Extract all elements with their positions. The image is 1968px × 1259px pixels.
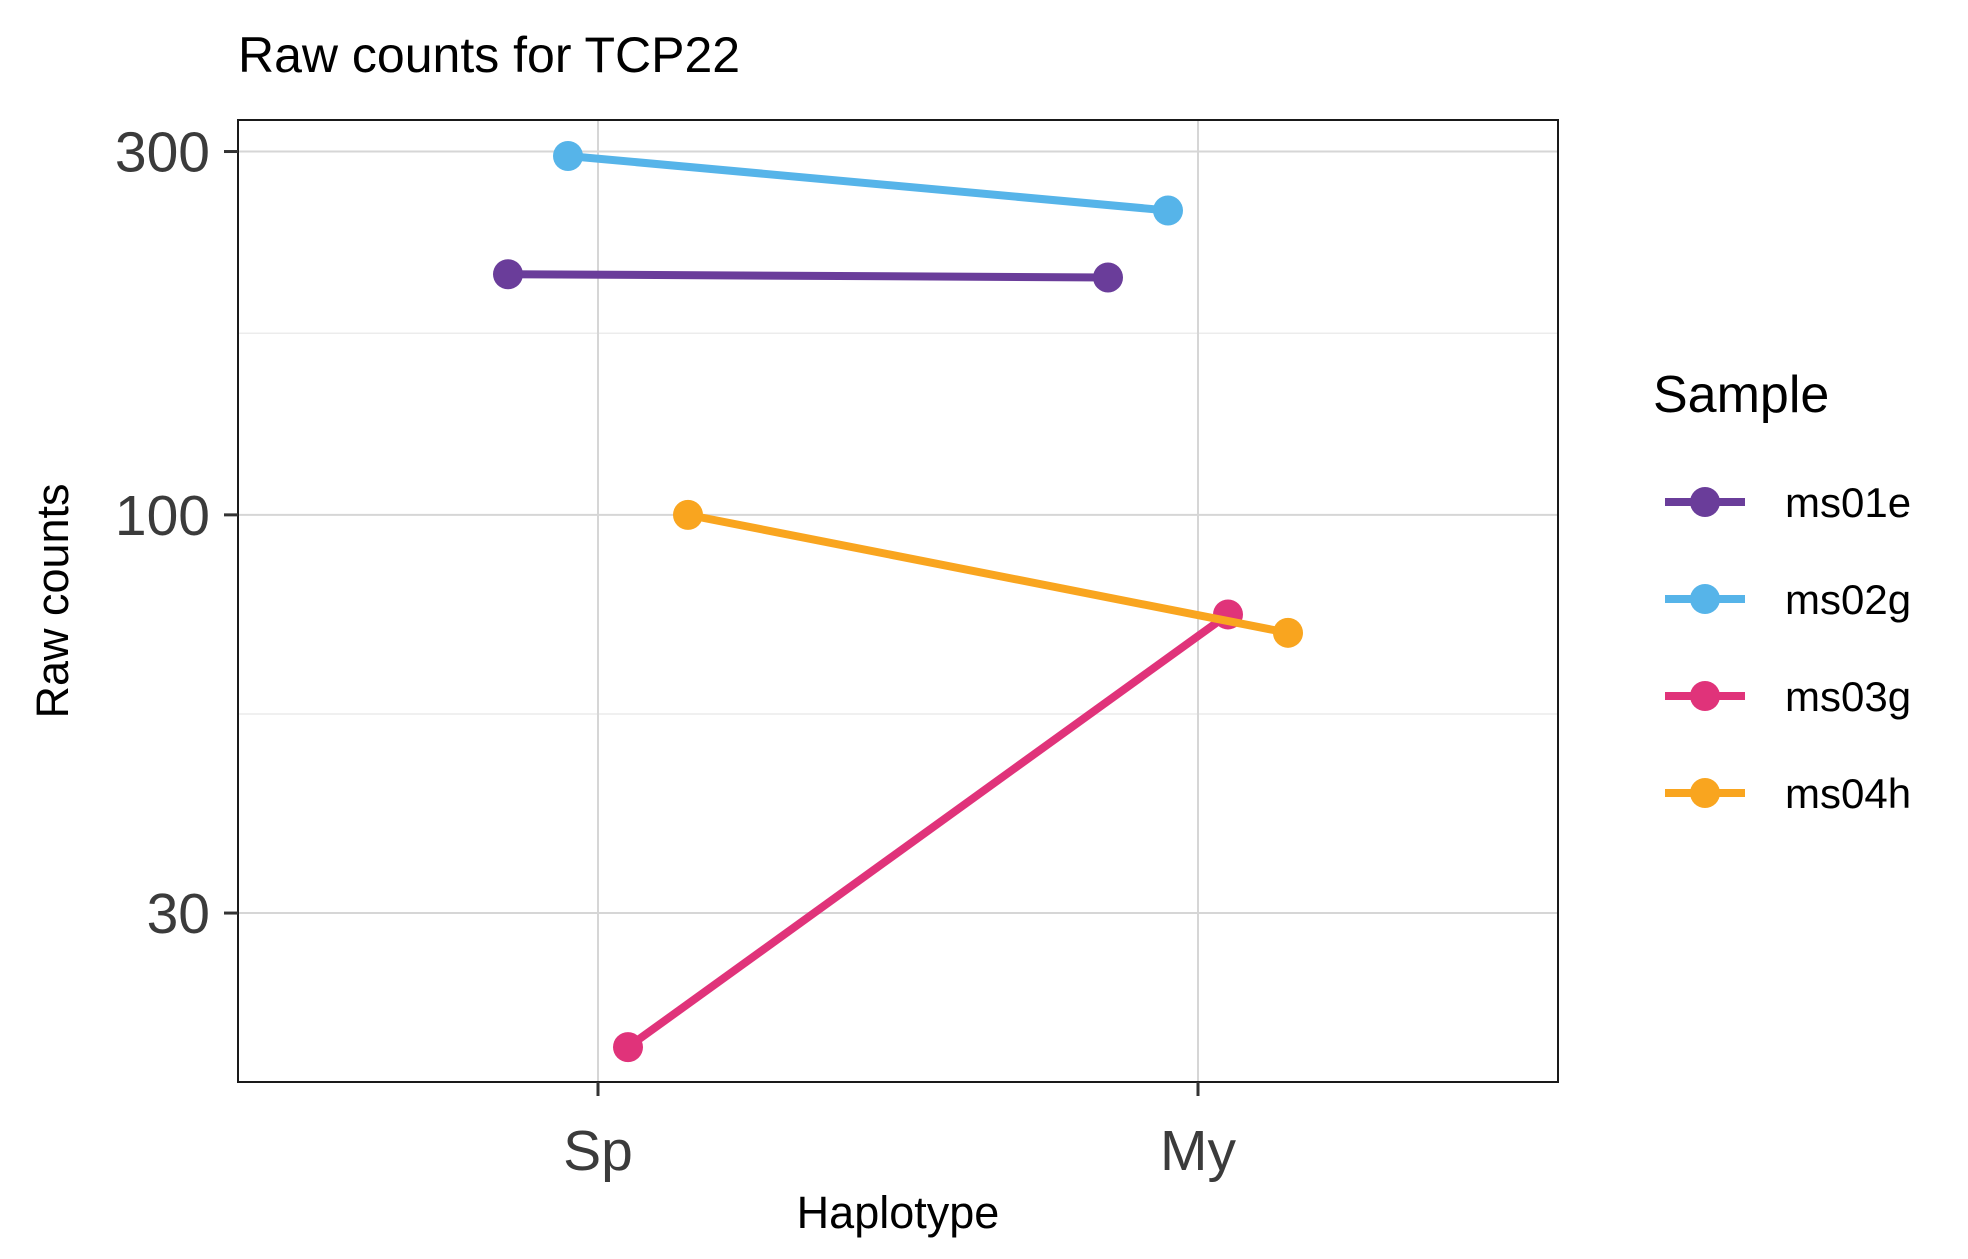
- grid: [238, 120, 1558, 1082]
- series-line: [567, 151, 1169, 215]
- y-tick-label: 100: [115, 484, 210, 548]
- series-ms01e: [493, 259, 1123, 293]
- series-layer: [493, 140, 1303, 1063]
- y-tick-label: 30: [147, 882, 210, 946]
- data-point: [1093, 262, 1123, 293]
- x-tick-label: Sp: [563, 1119, 633, 1183]
- legend-label: ms01e: [1785, 479, 1911, 526]
- legend-label: ms02g: [1785, 576, 1911, 623]
- data-point: [493, 259, 523, 290]
- legend-item-ms02g: ms02g: [1665, 576, 1911, 623]
- axes: 30 100 300 Sp My: [115, 121, 1237, 1183]
- series-ms04h: [673, 499, 1303, 648]
- data-point: [613, 1032, 643, 1063]
- legend-item-ms01e: ms01e: [1665, 479, 1911, 526]
- legend-label: ms04h: [1785, 770, 1911, 817]
- x-tick-label: My: [1160, 1119, 1236, 1183]
- series-line: [507, 270, 1109, 282]
- y-axis-title: Raw counts: [27, 483, 78, 718]
- legend-key-point: [1690, 584, 1720, 614]
- series-ms03g: [613, 599, 1243, 1063]
- legend-key-point: [1690, 681, 1720, 711]
- legend-title: Sample: [1653, 366, 1829, 424]
- data-point: [1153, 195, 1183, 226]
- series-ms02g: [553, 140, 1183, 226]
- series-line: [625, 611, 1231, 1051]
- legend-key-point: [1690, 487, 1720, 517]
- x-axis-title: Haplotype: [797, 1187, 1000, 1238]
- data-point: [673, 499, 703, 530]
- legend-label: ms03g: [1785, 673, 1911, 720]
- legend: ms01e ms02g ms03g ms04h: [1665, 479, 1911, 817]
- plot-panel-border: [237, 119, 1559, 1083]
- data-point: [553, 140, 583, 171]
- chart-title: Raw counts for TCP22: [238, 27, 740, 83]
- legend-item-ms04h: ms04h: [1665, 770, 1911, 817]
- series-line: [687, 510, 1289, 637]
- legend-item-ms03g: ms03g: [1665, 673, 1911, 720]
- legend-key-point: [1690, 778, 1720, 808]
- data-point: [1273, 617, 1303, 648]
- y-tick-label: 300: [115, 121, 210, 185]
